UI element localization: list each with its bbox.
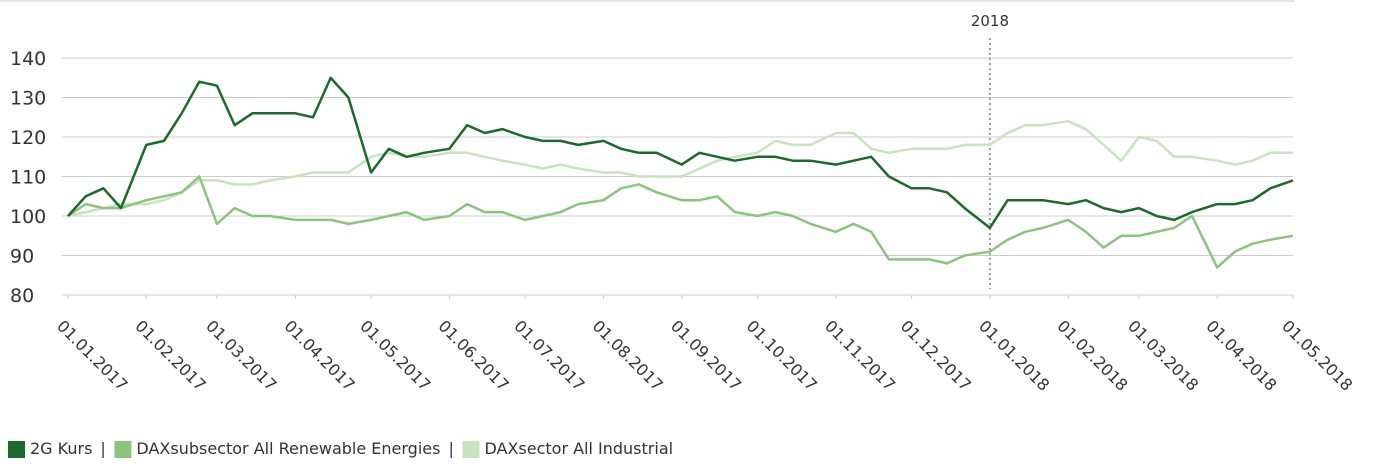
y-tick-label: 140 [10, 48, 46, 70]
legend-separator: | [100, 439, 105, 458]
x-tick-label: 01.01.2017 [53, 316, 131, 394]
legend-label: DAXsubsector All Renewable Energies [136, 439, 440, 458]
x-tick-label: 01.02.2017 [131, 316, 209, 394]
series-line [67, 76, 1294, 230]
y-tick-label: 120 [10, 127, 46, 149]
x-tick-label: 01.10.2017 [743, 316, 821, 394]
annotation-label: 2018 [971, 12, 1009, 30]
y-tick-label: 130 [10, 88, 46, 110]
x-tick-label: 01.06.2017 [435, 316, 513, 394]
legend-swatch [114, 441, 132, 458]
x-tick-label: 01.08.2017 [589, 316, 667, 394]
x-tick-label: 01.03.2018 [1124, 316, 1202, 394]
legend-swatch [8, 441, 25, 458]
x-tick-label: 01.05.2018 [1278, 316, 1356, 394]
x-tick-label: 01.02.2018 [1053, 316, 1131, 394]
series-line [67, 175, 1294, 269]
y-tick-label: 90 [10, 246, 34, 268]
legend-swatch [462, 441, 480, 458]
y-tick-label: 110 [10, 167, 46, 189]
x-tick-label: 01.01.2018 [975, 316, 1053, 394]
x-tick-label: 01.04.2017 [280, 316, 358, 394]
y-tick-label: 100 [10, 206, 46, 228]
legend-label: 2G Kurs [30, 439, 92, 458]
x-tick-label: 01.12.2017 [897, 316, 975, 394]
legend-label: DAXsector All Industrial [484, 439, 673, 458]
y-tick-label: 80 [10, 285, 34, 307]
x-tick-label: 01.11.2017 [821, 316, 899, 394]
x-tick-label: 01.09.2017 [667, 316, 745, 394]
series-line [67, 119, 1293, 218]
x-tick-label: 01.04.2018 [1202, 316, 1280, 394]
x-tick-label: 01.05.2017 [356, 316, 434, 394]
x-tick-label: 01.03.2017 [202, 316, 280, 394]
x-tick-label: 01.07.2017 [510, 316, 588, 394]
legend-separator: | [448, 439, 453, 458]
